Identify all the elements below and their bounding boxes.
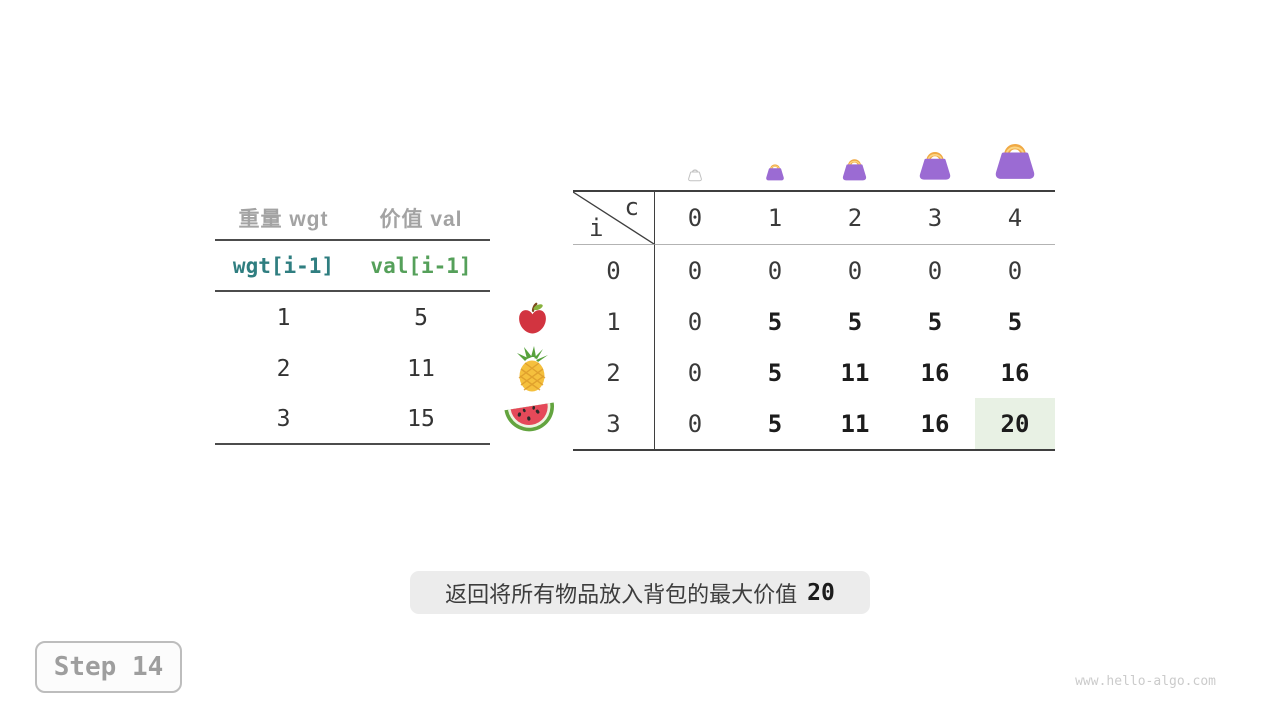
dp-cell: 0 [687, 256, 703, 285]
dp-cell: 5 [767, 358, 783, 387]
items-table: 重量 wgt 价值 val wgt[i-1] val[i-1] 1 5 2 11… [215, 196, 490, 445]
item-wgt-cell: 2 [276, 355, 291, 382]
items-subheader-val: val[i-1] [352, 241, 490, 292]
caption-pill: 返回将所有物品放入背包的最大价值 20 [410, 571, 870, 614]
dp-row-header: 0 [573, 245, 655, 296]
bag-medium-icon [840, 154, 869, 187]
dp-cell: 5 [767, 409, 783, 438]
dp-corner-row-var: i [589, 214, 604, 242]
dp-cell: 0 [1007, 256, 1023, 285]
dp-cell: 0 [927, 256, 943, 285]
dp-cell-highlighted: 20 [975, 398, 1055, 449]
watermark: www.hello-algo.com [1075, 674, 1216, 689]
dp-col-header: 0 [655, 192, 735, 245]
dp-cell: 11 [840, 358, 870, 387]
item-val-cell: 11 [407, 355, 435, 382]
item-val-cell: 5 [414, 304, 428, 331]
items-subheader-wgt: wgt[i-1] [215, 241, 352, 292]
dp-corner-col-var: c [624, 193, 639, 221]
dp-corner-cell: c i [573, 192, 655, 245]
apple-icon [516, 301, 549, 340]
dp-row-header: 3 [573, 398, 655, 449]
step-badge: Step 14 [35, 641, 182, 693]
dp-cell: 0 [767, 256, 783, 285]
dp-col-header: 2 [815, 192, 895, 245]
dp-cell: 0 [687, 307, 703, 336]
dp-cell: 5 [927, 307, 943, 336]
dp-cell: 5 [847, 307, 863, 336]
pineapple-icon [513, 345, 551, 398]
dp-cell: 16 [920, 358, 950, 387]
watermelon-icon [502, 395, 559, 442]
dp-row-header: 2 [573, 347, 655, 398]
dp-cell: 16 [1000, 358, 1030, 387]
caption-value: 20 [807, 579, 835, 606]
dp-cell: 11 [840, 409, 870, 438]
bag-xlarge-icon [991, 135, 1039, 187]
dp-cell: 5 [767, 307, 783, 336]
dp-col-header: 4 [975, 192, 1055, 245]
item-wgt-cell: 3 [215, 394, 352, 445]
item-val-cell: 15 [352, 394, 490, 445]
dp-col-header: 3 [895, 192, 975, 245]
caption-text: 返回将所有物品放入背包的最大价值 [445, 581, 798, 607]
bag-large-icon [916, 145, 954, 187]
items-col-value-header: 价值 val [352, 196, 490, 241]
dp-col-header: 1 [735, 192, 815, 245]
dp-cell: 0 [687, 358, 703, 387]
dp-cell: 0 [847, 256, 863, 285]
dp-cell: 0 [687, 409, 703, 438]
bag-outline-icon [687, 166, 703, 187]
item-wgt-cell: 1 [276, 304, 291, 331]
bag-small-icon [764, 160, 786, 187]
dp-cell: 5 [1007, 307, 1023, 336]
items-col-weight-header: 重量 wgt [215, 196, 352, 241]
dp-row-header: 1 [573, 296, 655, 347]
dp-cell: 16 [920, 409, 950, 438]
dp-table: c i 0 1 2 3 4 0 0 0 0 0 0 1 0 5 5 5 5 2 … [573, 190, 1055, 451]
